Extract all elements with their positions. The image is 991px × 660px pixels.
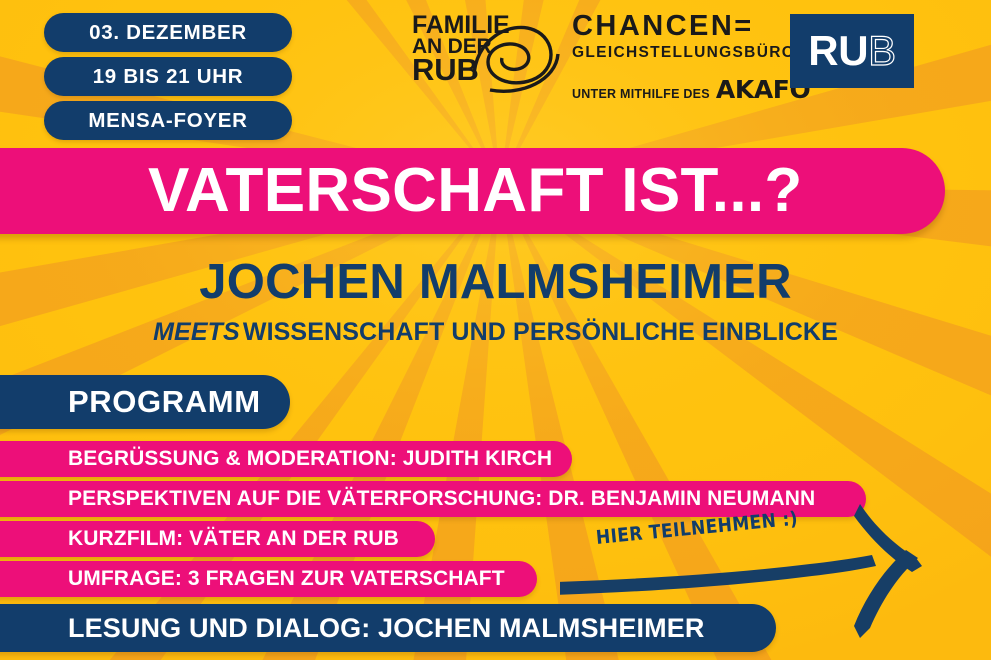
familie-line1: FAMILIE xyxy=(412,11,510,39)
program-row: KURZFILM: VÄTER AN DER RUB xyxy=(0,521,435,557)
pill-time-label: 19 BIS 21 UHR xyxy=(92,64,244,88)
pill-time: 19 BIS 21 UHR xyxy=(44,57,292,96)
pill-date-label: 03. DEZEMBER xyxy=(89,20,247,44)
meets-word: MEETS xyxy=(153,318,240,346)
programm-heading-label: PROGRAMM xyxy=(68,384,261,419)
hand-drawn-arrow-icon xyxy=(560,504,922,638)
pill-location-label: MENSA-FOYER xyxy=(88,108,248,132)
logo-familie-an-der-rub: FAMILIE AN DER RUB xyxy=(412,10,562,96)
headline-banner: VATERSCHAFT IST...? xyxy=(0,148,945,234)
subtitle-text: WISSENSCHAFT UND PERSÖNLICHE EINBLICKE xyxy=(242,318,838,346)
chancen-line1: CHANCEN= xyxy=(572,10,754,42)
familie-line3: RUB xyxy=(412,52,479,88)
familie-line2: AN DER xyxy=(412,35,492,58)
programm-heading-bar: PROGRAMM xyxy=(0,375,290,429)
logo-chancen-gleichstellungsbuero: CHANCEN= GLEICHSTELLUNGSBÜRO RUB UNTER M… xyxy=(572,10,839,104)
program-row-label: PERSPEKTIVEN AUF DIE VÄTERFORSCHUNG: DR.… xyxy=(68,487,816,510)
logo-rub: RU B xyxy=(790,14,914,88)
program-row: UMFRAGE: 3 FRAGEN ZUR VATERSCHAFT xyxy=(0,561,537,597)
spiral-swoosh-icon xyxy=(472,25,560,93)
chancen-support: UNTER MITHILFE DES AKAFŌ xyxy=(572,75,811,104)
closing-program-bar: LESUNG UND DIALOG: JOCHEN MALMSHEIMER xyxy=(0,604,776,652)
support-prefix: UNTER MITHILFE DES xyxy=(572,86,710,101)
rub-light: B xyxy=(868,27,897,74)
program-row: BEGRÜSSUNG & MODERATION: JUDITH KIRCH xyxy=(0,441,572,477)
closing-program-label: LESUNG UND DIALOG: JOCHEN MALMSHEIMER xyxy=(68,612,705,643)
speaker-name: JOCHEN MALMSHEIMER xyxy=(199,255,792,309)
pill-date: 03. DEZEMBER xyxy=(44,13,292,52)
pill-location: MENSA-FOYER xyxy=(44,101,292,140)
chancen-line2: GLEICHSTELLUNGSBÜRO RUB xyxy=(572,44,839,61)
program-row-label: BEGRÜSSUNG & MODERATION: JUDITH KIRCH xyxy=(68,447,553,470)
page-title: VATERSCHAFT IST...? xyxy=(148,156,803,225)
speaker-subtitle: MEETS WISSENSCHAFT UND PERSÖNLICHE EINBLI… xyxy=(0,320,991,345)
program-row: PERSPEKTIVEN AUF DIE VÄTERFORSCHUNG: DR.… xyxy=(0,481,866,517)
program-row-label: UMFRAGE: 3 FRAGEN ZUR VATERSCHAFT xyxy=(68,567,505,590)
rub-bold: RU xyxy=(808,27,869,74)
program-row-label: KURZFILM: VÄTER AN DER RUB xyxy=(68,527,399,550)
